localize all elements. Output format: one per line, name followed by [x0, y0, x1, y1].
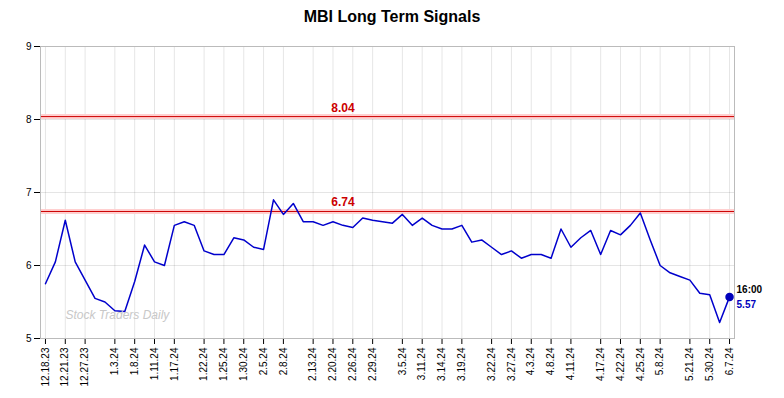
svg-text:3.22.24: 3.22.24: [486, 347, 497, 381]
svg-text:1.17.24: 1.17.24: [169, 347, 180, 381]
svg-text:6.7.24: 6.7.24: [724, 347, 735, 375]
svg-text:2.13.24: 2.13.24: [307, 347, 318, 381]
svg-text:5.8.24: 5.8.24: [654, 347, 665, 375]
svg-text:8.04: 8.04: [331, 101, 355, 115]
svg-text:7: 7: [26, 187, 32, 198]
svg-text:5: 5: [26, 333, 32, 344]
svg-text:1.25.24: 1.25.24: [218, 347, 229, 381]
svg-text:2.20.24: 2.20.24: [327, 347, 338, 381]
svg-text:4.3.24: 4.3.24: [525, 347, 536, 375]
svg-text:5.21.24: 5.21.24: [684, 347, 695, 381]
svg-text:5.57: 5.57: [737, 299, 757, 310]
svg-text:2.8.24: 2.8.24: [278, 347, 289, 375]
svg-text:3.5.24: 3.5.24: [397, 347, 408, 375]
html-text:MBI Long Term Signals: MBI Long Term Signals: [303, 8, 481, 25]
svg-text:9: 9: [26, 41, 32, 52]
svg-text:1.30.24: 1.30.24: [238, 347, 249, 381]
svg-text:1.8.24: 1.8.24: [129, 347, 140, 375]
svg-text:16:00: 16:00: [737, 284, 763, 295]
svg-text:12.21.23: 12.21.23: [59, 347, 70, 386]
svg-text:4.25.24: 4.25.24: [635, 347, 646, 381]
svg-text:2.5.24: 2.5.24: [258, 347, 269, 375]
svg-text:2.26.24: 2.26.24: [347, 347, 358, 381]
svg-text:Stock Traders Daily: Stock Traders Daily: [66, 308, 171, 322]
svg-text:2.29.24: 2.29.24: [367, 347, 378, 381]
svg-text:3.11.24: 3.11.24: [416, 347, 427, 380]
svg-text:3.27.24: 3.27.24: [506, 347, 517, 381]
svg-text:4.17.24: 4.17.24: [595, 347, 606, 381]
svg-text:6: 6: [26, 260, 32, 271]
svg-text:1.22.24: 1.22.24: [198, 347, 209, 381]
svg-text:12.18.23: 12.18.23: [40, 347, 51, 386]
svg-text:1.11.24: 1.11.24: [149, 347, 160, 380]
svg-text:6.74: 6.74: [331, 195, 355, 209]
svg-text:3.19.24: 3.19.24: [456, 347, 467, 381]
svg-text:8: 8: [26, 114, 32, 125]
svg-text:12.27.23: 12.27.23: [79, 347, 90, 386]
svg-text:3.14.24: 3.14.24: [436, 347, 447, 381]
svg-text:4.22.24: 4.22.24: [615, 347, 626, 381]
svg-text:5.30.24: 5.30.24: [704, 347, 715, 381]
svg-text:4.11.24: 4.11.24: [565, 347, 576, 380]
svg-text:4.8.24: 4.8.24: [545, 347, 556, 375]
svg-text:1.3.24: 1.3.24: [109, 347, 120, 375]
